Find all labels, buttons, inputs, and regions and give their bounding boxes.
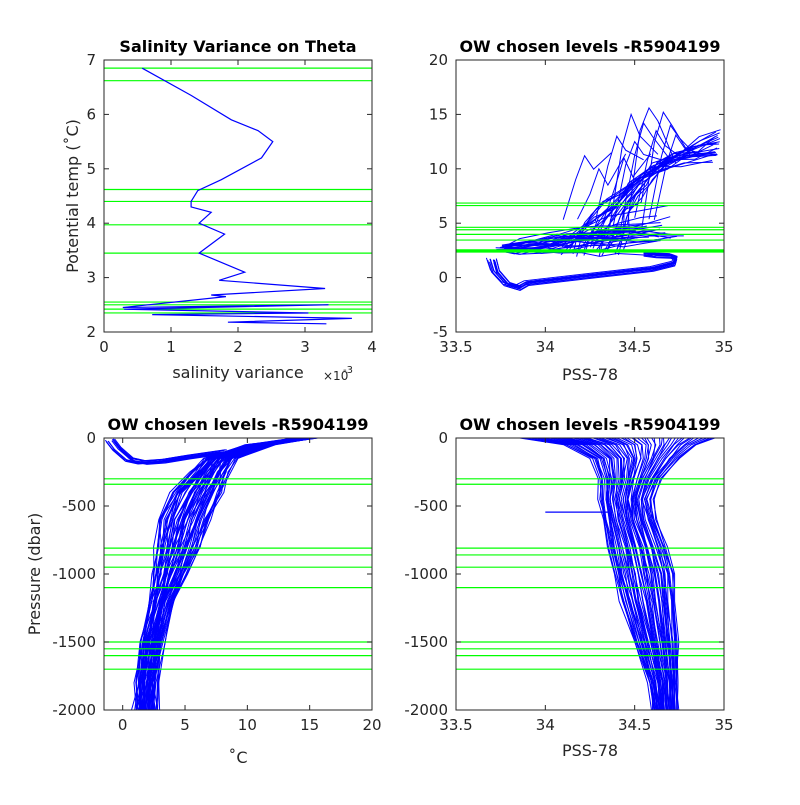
ytick-label: 20 [429, 51, 448, 69]
title-salinity-pressure: OW chosen levels -R5904199 [459, 415, 720, 434]
ticks-bl: 0 5 10 15 20 0 -500 -1000 -1500 -2000 [52, 429, 381, 734]
level-lines-tr [456, 202, 724, 253]
ts-profile-peak [627, 106, 677, 225]
theta-salinity-profiles [485, 106, 721, 291]
ytick-label: -500 [62, 497, 96, 515]
ytick-label: -2000 [404, 701, 448, 719]
ts-profile-peak [653, 133, 703, 220]
xtick-label: 5 [180, 716, 190, 734]
xtick-label: 34.5 [618, 716, 651, 734]
xlabel-pss-top: PSS-78 [562, 365, 618, 384]
ticks-br: 33.5 34 34.5 35 0 -500 -1000 -1500 -2000 [404, 429, 733, 734]
panel-theta-variance: Salinity Variance on Theta 0 1 2 3 4 2 3 4 5 6 7 s… [63, 37, 377, 383]
xtick-label: 0 [118, 716, 128, 734]
xtick-label: 35 [714, 716, 733, 734]
ts-profile-peak [562, 152, 612, 220]
ytick-label: -5 [433, 323, 448, 341]
ts-profile-peak [648, 124, 698, 220]
xtick-label: 3 [300, 338, 310, 356]
ytick-label: 4 [86, 214, 96, 232]
xtick-label: 0 [99, 338, 109, 356]
xtick-label: 20 [362, 716, 381, 734]
ylabel-theta: Potential temp (˚C) [63, 119, 82, 273]
ytick-label: 0 [86, 429, 96, 447]
xtick-label: 35 [714, 338, 733, 356]
ts-profile-peak [577, 153, 627, 220]
temp-surface-hook [111, 440, 225, 464]
ytick-label: -500 [414, 497, 448, 515]
ts-profile-peak [621, 121, 671, 220]
ts-profile-mid [503, 205, 668, 247]
ytick-label: 6 [86, 105, 96, 123]
ytick-label: -1500 [404, 633, 448, 651]
xlabel-degc: ˚C [228, 748, 247, 767]
ts-profile-upper [592, 144, 714, 249]
xtick-label: 34 [536, 716, 555, 734]
ts-profile-peak [594, 135, 644, 222]
ts-profile-peak [612, 140, 662, 227]
ytick-label: -1000 [52, 565, 96, 583]
ts-profile-mid [506, 222, 661, 250]
ticks-tl: 0 1 2 3 4 2 3 4 5 6 7 [86, 51, 376, 356]
ytick-label: -1000 [404, 565, 448, 583]
xtick-label: 4 [367, 338, 377, 356]
xtick-label: 34 [536, 338, 555, 356]
panel-theta-salinity: OW chosen levels -R5904199 33.5 34 34.5 35 -… [429, 37, 734, 384]
ytick-label: 15 [429, 105, 448, 123]
level-lines-bl [104, 478, 372, 670]
ytick-label: -2000 [52, 701, 96, 719]
ytick-label: 0 [438, 269, 448, 287]
panel-temp-pressure: OW chosen levels -R5904199 0 5 10 15 20 0 -500… [25, 415, 382, 767]
xtick-label: 33.5 [439, 338, 472, 356]
ytick-label: 5 [86, 160, 96, 178]
axes-box-tr [455, 59, 725, 333]
ts-profile-deep [492, 252, 677, 289]
ts-profile-mid [501, 239, 658, 247]
xtick-label: 15 [300, 716, 319, 734]
temp-surface-hook [115, 442, 228, 465]
ytick-label: 10 [429, 160, 448, 178]
title-theta-variance: Salinity Variance on Theta [119, 37, 356, 56]
temp-surface-hook [105, 439, 218, 463]
xtick-label: 2 [233, 338, 243, 356]
ytick-label: 5 [438, 214, 448, 232]
xtick-label: 10 [238, 716, 257, 734]
variance-line [122, 67, 352, 325]
xtick-label: 1 [166, 338, 176, 356]
axes-box-tl [103, 59, 373, 333]
ts-profile-deep [485, 250, 675, 287]
level-lines-br [456, 478, 724, 670]
temp-surface-hook [106, 441, 220, 465]
ytick-label: 2 [86, 323, 96, 341]
xlabel-pss-bottom: PSS-78 [562, 741, 618, 760]
xtick-label: 33.5 [439, 716, 472, 734]
xtick-label: 34.5 [618, 338, 651, 356]
ts-profile-upper [622, 131, 717, 251]
level-lines-tl [104, 67, 372, 314]
xexp-power: -3 [343, 365, 353, 376]
ticks-tr: 33.5 34 34.5 35 -5 0 5 10 15 20 [429, 51, 734, 356]
ylabel-pressure: Pressure (dbar) [25, 513, 44, 636]
ts-profile-peak [609, 112, 659, 228]
variance-series [122, 67, 352, 325]
ytick-label: 7 [86, 51, 96, 69]
ytick-label: 0 [438, 429, 448, 447]
xlabel-variance: salinity variance [172, 363, 303, 382]
ytick-label: 3 [86, 269, 96, 287]
panel-salinity-pressure: OW chosen levels -R5904199 33.5 34 34.5 35 0… [404, 415, 733, 760]
xexp-base: ×10 [323, 369, 348, 383]
title-temp-pressure: OW chosen levels -R5904199 [107, 415, 368, 434]
ytick-label: -1500 [52, 633, 96, 651]
title-theta-salinity: OW chosen levels -R5904199 [459, 37, 720, 56]
